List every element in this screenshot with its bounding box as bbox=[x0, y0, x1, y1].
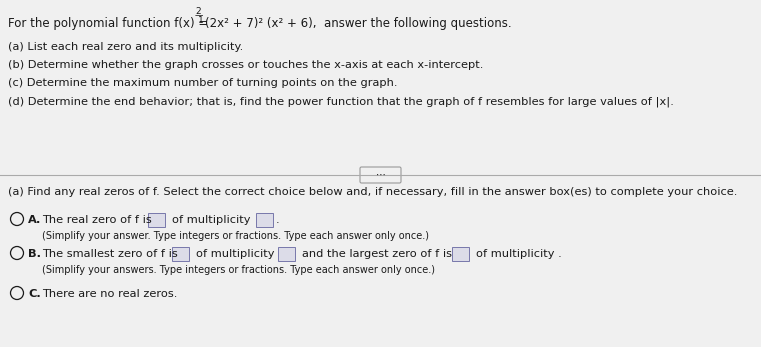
Text: 2: 2 bbox=[195, 7, 201, 16]
Text: 1: 1 bbox=[198, 16, 204, 25]
Text: (2x² + 7)² (x² + 6),  answer the following questions.: (2x² + 7)² (x² + 6), answer the followin… bbox=[205, 17, 511, 30]
Text: of multiplicity: of multiplicity bbox=[196, 249, 275, 259]
Text: .: . bbox=[276, 215, 279, 225]
Text: The real zero of f is: The real zero of f is bbox=[42, 215, 151, 225]
FancyBboxPatch shape bbox=[171, 247, 189, 261]
Text: of multiplicity .: of multiplicity . bbox=[476, 249, 562, 259]
Text: For the polynomial function f(x) =: For the polynomial function f(x) = bbox=[8, 17, 212, 30]
Text: (Simplify your answer. Type integers or fractions. Type each answer only once.): (Simplify your answer. Type integers or … bbox=[42, 231, 429, 241]
Text: There are no real zeros.: There are no real zeros. bbox=[42, 289, 177, 299]
Text: The smallest zero of f is: The smallest zero of f is bbox=[42, 249, 178, 259]
Text: and the largest zero of f is: and the largest zero of f is bbox=[302, 249, 452, 259]
Text: (d) Determine the end behavior; that is, find the power function that the graph : (d) Determine the end behavior; that is,… bbox=[8, 96, 674, 107]
FancyBboxPatch shape bbox=[360, 167, 401, 183]
Text: (a) Find any real zeros of f. Select the correct choice below and, if necessary,: (a) Find any real zeros of f. Select the… bbox=[8, 187, 737, 197]
Text: (c) Determine the maximum number of turning points on the graph.: (c) Determine the maximum number of turn… bbox=[8, 78, 397, 88]
FancyBboxPatch shape bbox=[256, 213, 272, 227]
Text: —: — bbox=[195, 11, 203, 20]
Text: of multiplicity: of multiplicity bbox=[172, 215, 250, 225]
Text: (a) List each real zero and its multiplicity.: (a) List each real zero and its multipli… bbox=[8, 42, 244, 52]
Text: A.: A. bbox=[28, 215, 41, 225]
Text: ⋯: ⋯ bbox=[376, 169, 385, 179]
FancyBboxPatch shape bbox=[451, 247, 469, 261]
FancyBboxPatch shape bbox=[278, 247, 295, 261]
Text: (b) Determine whether the graph crosses or touches the x-axis at each x-intercep: (b) Determine whether the graph crosses … bbox=[8, 60, 483, 70]
Text: C.: C. bbox=[28, 289, 41, 299]
Text: (Simplify your answers. Type integers or fractions. Type each answer only once.): (Simplify your answers. Type integers or… bbox=[42, 265, 435, 275]
FancyBboxPatch shape bbox=[148, 213, 164, 227]
Text: B.: B. bbox=[28, 249, 41, 259]
